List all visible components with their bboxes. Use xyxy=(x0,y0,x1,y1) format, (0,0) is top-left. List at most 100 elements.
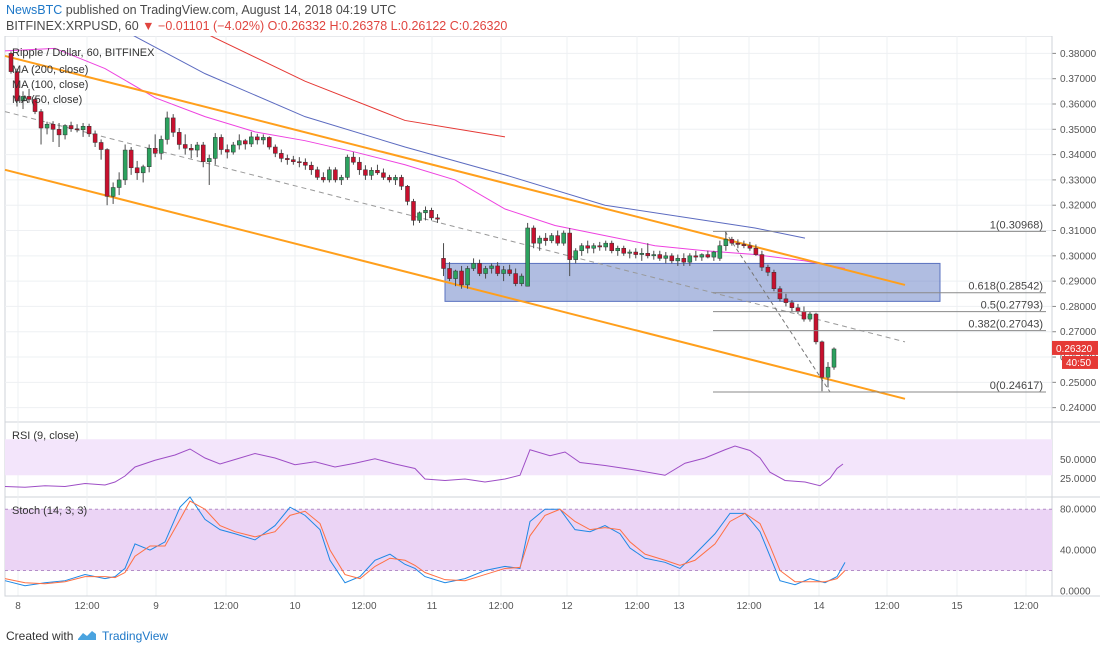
candle-body[interactable] xyxy=(717,245,723,259)
candle-body[interactable] xyxy=(32,99,38,112)
candle-body[interactable] xyxy=(489,265,494,269)
candle-body[interactable] xyxy=(188,148,194,151)
candle-body[interactable] xyxy=(453,270,458,279)
candle-body[interactable] xyxy=(243,140,248,145)
candle-body[interactable] xyxy=(122,149,128,181)
candle-body[interactable] xyxy=(237,140,242,146)
candle-body[interactable] xyxy=(387,177,392,181)
candle-body[interactable] xyxy=(405,185,410,202)
candle-body[interactable] xyxy=(411,201,416,221)
candle-body[interactable] xyxy=(219,137,224,150)
candle-body[interactable] xyxy=(699,254,705,258)
candle-body[interactable] xyxy=(285,158,290,160)
candle-body[interactable] xyxy=(585,245,590,249)
candle-body[interactable] xyxy=(399,177,404,187)
candle-body[interactable] xyxy=(579,245,584,252)
candle-body[interactable] xyxy=(315,169,320,178)
candle-body[interactable] xyxy=(393,177,398,181)
candle-body[interactable] xyxy=(345,156,350,178)
candle-body[interactable] xyxy=(231,144,236,153)
candle-body[interactable] xyxy=(110,187,116,197)
candle-body[interactable] xyxy=(597,245,602,248)
candle-body[interactable] xyxy=(80,126,86,131)
candle-body[interactable] xyxy=(783,298,789,303)
candle-body[interactable] xyxy=(152,148,158,154)
candle-body[interactable] xyxy=(8,53,14,72)
candle-body[interactable] xyxy=(375,170,380,174)
candle-body[interactable] xyxy=(381,172,386,178)
candle-body[interactable] xyxy=(182,144,188,149)
candle-body[interactable] xyxy=(555,235,560,244)
candle-body[interactable] xyxy=(291,159,296,162)
candle-body[interactable] xyxy=(483,268,488,274)
candle-body[interactable] xyxy=(633,251,639,255)
candle-body[interactable] xyxy=(357,161,362,171)
candle-body[interactable] xyxy=(465,268,470,286)
candle-body[interactable] xyxy=(116,179,122,188)
candle-body[interactable] xyxy=(369,170,374,176)
candle-body[interactable] xyxy=(303,161,308,166)
candle-body[interactable] xyxy=(140,166,146,174)
candle-body[interactable] xyxy=(14,71,20,102)
candle-body[interactable] xyxy=(789,302,795,308)
candle-body[interactable] xyxy=(74,128,80,131)
publisher-link[interactable]: NewsBTC xyxy=(6,3,63,17)
candle-body[interactable] xyxy=(801,311,807,320)
candle-body[interactable] xyxy=(669,255,675,262)
candle-body[interactable] xyxy=(134,167,140,174)
candle-body[interactable] xyxy=(309,164,314,171)
candle-body[interactable] xyxy=(705,254,711,258)
candle-body[interactable] xyxy=(200,144,206,162)
candle-body[interactable] xyxy=(819,341,825,378)
candle-body[interactable] xyxy=(297,161,302,163)
chart-area[interactable]: 8 12:00 9 12:00 10 12:00 11 12:00 12 12:00 13 12:00… xyxy=(0,36,1100,614)
candle-body[interactable] xyxy=(687,255,693,263)
candle-body[interactable] xyxy=(333,169,338,181)
candle-body[interactable] xyxy=(447,268,452,279)
candle-body[interactable] xyxy=(477,263,482,274)
candle-body[interactable] xyxy=(615,247,620,252)
candle-body[interactable] xyxy=(795,307,801,312)
candle-body[interactable] xyxy=(723,239,729,246)
candle-body[interactable] xyxy=(194,144,200,151)
candle-body[interactable] xyxy=(531,227,536,244)
candle-body[interactable] xyxy=(170,117,176,133)
candle-body[interactable] xyxy=(627,251,633,254)
candle-body[interactable] xyxy=(104,149,110,197)
candle-body[interactable] xyxy=(759,254,765,268)
candle-body[interactable] xyxy=(711,251,717,258)
candle-body[interactable] xyxy=(339,177,344,181)
candle-body[interactable] xyxy=(675,258,681,262)
tradingview-link[interactable]: TradingView xyxy=(102,629,169,643)
candle-body[interactable] xyxy=(351,156,356,163)
candle-body[interactable] xyxy=(20,96,26,102)
candle-body[interactable] xyxy=(56,129,62,136)
candle-body[interactable] xyxy=(164,117,170,140)
candle-body[interactable] xyxy=(501,269,506,274)
candle-body[interactable] xyxy=(92,133,98,143)
candle-body[interactable] xyxy=(693,255,699,258)
candle-body[interactable] xyxy=(225,149,230,153)
candle-body[interactable] xyxy=(176,132,182,145)
candle-body[interactable] xyxy=(98,142,104,150)
candle-body[interactable] xyxy=(495,265,500,274)
candle-body[interactable] xyxy=(158,139,164,154)
candle-body[interactable] xyxy=(62,125,68,136)
candle-body[interactable] xyxy=(471,263,476,269)
candle-body[interactable] xyxy=(273,146,278,154)
candle-body[interactable] xyxy=(645,253,651,257)
candle-body[interactable] xyxy=(771,272,777,289)
candle-body[interactable] xyxy=(279,153,284,159)
candle-body[interactable] xyxy=(543,237,548,241)
candle-body[interactable] xyxy=(831,348,837,368)
candle-body[interactable] xyxy=(825,366,831,378)
candle-body[interactable] xyxy=(747,245,753,249)
candle-body[interactable] xyxy=(435,217,440,220)
candle-body[interactable] xyxy=(261,137,266,141)
candle-body[interactable] xyxy=(681,258,687,263)
candle-body[interactable] xyxy=(639,253,645,255)
candle-body[interactable] xyxy=(417,212,422,221)
candle-body[interactable] xyxy=(267,137,272,148)
candle-body[interactable] xyxy=(573,250,578,260)
candle-body[interactable] xyxy=(591,245,596,249)
